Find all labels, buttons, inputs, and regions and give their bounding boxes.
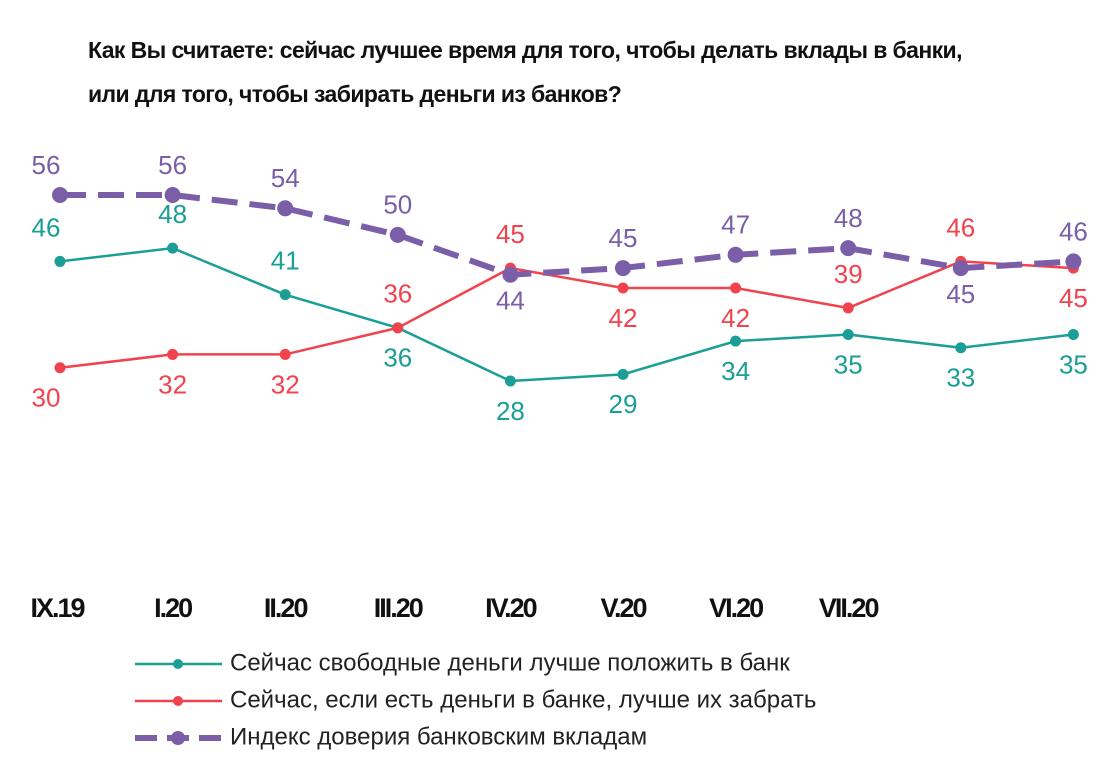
point	[955, 342, 967, 354]
point	[54, 362, 66, 374]
point	[392, 322, 404, 334]
x-tick-label: IX.19	[30, 593, 85, 623]
point	[279, 348, 291, 360]
point	[615, 260, 631, 277]
value-label: 36	[383, 343, 412, 373]
point	[617, 282, 629, 294]
point	[167, 242, 179, 254]
point	[277, 200, 294, 217]
value-label: 28	[496, 396, 525, 426]
series-line	[59, 246, 1074, 383]
value-label: 41	[271, 246, 300, 276]
series-line	[59, 260, 1074, 369]
value-label: 48	[158, 199, 187, 229]
value-label: 56	[32, 150, 61, 180]
value-label: 35	[1059, 349, 1088, 379]
x-tick-label: II.20	[264, 593, 308, 623]
x-tick-label: V.20	[600, 593, 646, 623]
point	[842, 302, 854, 314]
point	[1067, 329, 1079, 340]
value-label: 45	[609, 223, 638, 253]
point	[842, 329, 854, 340]
value-label: 42	[721, 303, 750, 333]
value-label: 45	[1059, 283, 1088, 313]
legend-label: Сейчас свободные деньги лучше положить в…	[230, 649, 790, 676]
value-label: 56	[158, 150, 187, 180]
point	[164, 187, 181, 203]
value-label: 46	[1059, 216, 1088, 246]
point	[504, 375, 516, 387]
value-label: 32	[271, 369, 300, 399]
value-label: 48	[834, 203, 863, 233]
value-label: 39	[834, 259, 863, 289]
point	[502, 266, 519, 283]
legend-marker	[171, 731, 185, 745]
x-tick-label: I.20	[154, 593, 192, 623]
series-line	[60, 192, 1074, 278]
point	[1065, 253, 1082, 270]
x-tick-label: VI.20	[709, 593, 763, 623]
x-tick-label: III.20	[374, 593, 423, 623]
value-label: 45	[496, 219, 525, 249]
point	[167, 348, 179, 360]
value-label: 47	[721, 210, 750, 240]
value-label: 46	[946, 212, 975, 242]
x-tick-label: IV.20	[485, 593, 537, 623]
value-label: 30	[32, 383, 61, 413]
legend-marker	[173, 696, 183, 706]
point	[730, 335, 742, 347]
value-label: 36	[383, 279, 412, 309]
point	[840, 240, 857, 257]
point	[952, 260, 969, 277]
value-label: 33	[946, 363, 975, 393]
x-tick-label: VII.20	[819, 593, 879, 623]
point	[617, 368, 629, 380]
legend-marker	[173, 659, 183, 669]
point	[54, 255, 66, 267]
value-label: 46	[32, 212, 61, 242]
point	[279, 289, 291, 301]
value-label: 45	[946, 279, 975, 309]
point	[727, 246, 744, 263]
value-label: 50	[383, 190, 412, 220]
value-label: 35	[834, 349, 863, 379]
chart-title: Как Вы считаете: сейчас лучшее время для…	[88, 37, 962, 107]
point	[52, 187, 68, 203]
value-label: 42	[609, 303, 638, 333]
value-label: 34	[721, 356, 750, 386]
legend-label: Индекс доверия банковским вкладам	[230, 723, 647, 750]
value-label: 29	[609, 389, 638, 419]
point	[730, 282, 742, 294]
value-label: 44	[496, 286, 525, 316]
point	[389, 226, 406, 243]
value-label: 32	[158, 369, 187, 399]
value-label: 54	[271, 163, 300, 193]
legend-label: Сейчас, если есть деньги в банке, лучше …	[230, 686, 816, 713]
